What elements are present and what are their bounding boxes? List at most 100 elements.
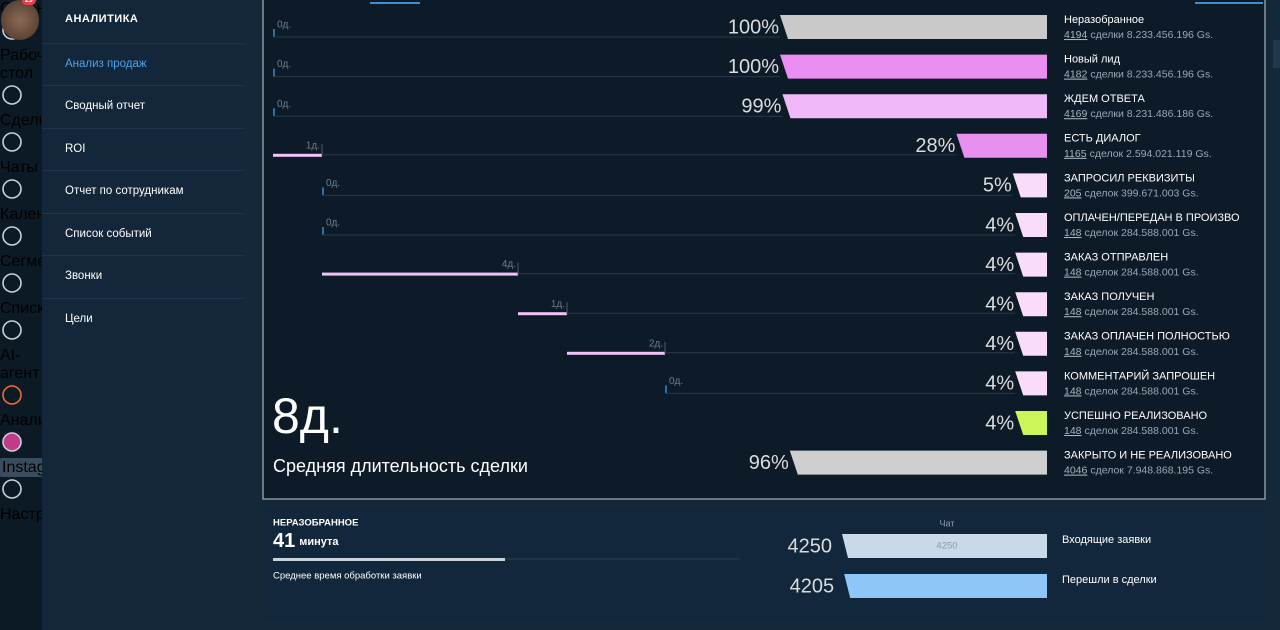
nav-label[interactable]: AI-агент xyxy=(0,347,40,382)
stage-count[interactable]: 4046 xyxy=(1064,464,1088,476)
menu-item[interactable]: Отчет по сотрудникам xyxy=(65,185,184,197)
stage-bar xyxy=(1015,292,1047,317)
stage-bar xyxy=(789,450,1047,475)
menu-item[interactable]: ROI xyxy=(65,143,86,155)
nav-icon-shape xyxy=(2,479,22,499)
stage-count[interactable]: 148 xyxy=(1064,425,1082,437)
nav-icon[interactable] xyxy=(0,318,24,342)
stage-count[interactable]: 148 xyxy=(1064,306,1082,318)
nav-icon[interactable] xyxy=(0,83,24,107)
stage-count[interactable]: 148 xyxy=(1064,385,1082,397)
nav-icon-shape xyxy=(2,179,22,199)
nav-item: Аналитика xyxy=(0,383,79,430)
stage-details: сделок 284.588.001 Gs. xyxy=(1085,346,1199,358)
stage-count[interactable]: 4194 xyxy=(1064,29,1088,41)
duration-label: 1д. xyxy=(306,140,320,151)
nav-icon[interactable] xyxy=(0,383,24,407)
intake-progress xyxy=(273,558,505,561)
stage-stats: 148 сделок 284.588.001 Gs. xyxy=(1064,266,1199,278)
stage-stats: 4182 сделки 8.233.456.196 Gs. xyxy=(1064,68,1213,80)
stage-details: сделок 7.948.868.195 Gs. xyxy=(1090,464,1213,476)
stage-count[interactable]: 148 xyxy=(1064,266,1082,278)
stage-name: ЖДЕМ ОТВЕТА xyxy=(1064,93,1145,105)
duration-label: 0д. xyxy=(669,376,683,387)
stage-stats: 148 сделок 284.588.001 Gs. xyxy=(1064,306,1199,318)
tab-indicator xyxy=(370,2,420,4)
average-duration: 8д. xyxy=(272,388,343,444)
stage-percent: 100% xyxy=(728,16,779,38)
nav-icon-shape xyxy=(2,132,22,152)
stage-bar xyxy=(1015,213,1047,237)
stage-bar xyxy=(782,94,1047,119)
stage-count[interactable]: 205 xyxy=(1064,187,1082,199)
stage-name: ЕСТЬ ДИАЛОГ xyxy=(1064,133,1141,145)
stage-percent: 99% xyxy=(741,95,781,117)
nav-icon[interactable] xyxy=(0,271,24,295)
intake-value: 4250 xyxy=(788,535,833,557)
duration-segment xyxy=(518,312,567,316)
stage-details: сделок 284.588.001 Gs. xyxy=(1085,306,1199,318)
nav-icon-shape xyxy=(2,432,22,452)
stage-name: КОММЕНТАРИЙ ЗАПРОШЕН xyxy=(1064,369,1215,382)
nav-icon-shape xyxy=(2,226,22,246)
menu-item[interactable]: Цели xyxy=(65,313,93,325)
nav-item: Календарь xyxy=(0,177,81,224)
nav-label[interactable]: Списки xyxy=(0,300,54,317)
stage-details: сделок 2.594.021.119 Gs. xyxy=(1090,148,1212,160)
nav-item: Настройки xyxy=(0,477,78,524)
nav-icon[interactable] xyxy=(0,430,24,454)
duration-label: 0д. xyxy=(277,59,291,70)
nav-label[interactable]: Сделки xyxy=(0,112,55,129)
intake-title: НЕРАЗОБРАННОЕ xyxy=(273,518,358,529)
stage-details: сделки 8.231.486.186 Gs. xyxy=(1090,108,1213,120)
channel-value: 4250 xyxy=(936,541,957,552)
stage-percent: 28% xyxy=(915,135,955,157)
nav-icon[interactable] xyxy=(0,177,24,201)
nav-icon[interactable] xyxy=(0,224,24,248)
average-caption: Средняя длительность сделки xyxy=(273,456,528,476)
stage-details: сделок 399.671.003 Gs. xyxy=(1085,187,1199,199)
avatar xyxy=(1,0,39,40)
stage-stats: 205 сделок 399.671.003 Gs. xyxy=(1064,187,1199,199)
stage-bar xyxy=(1015,411,1047,435)
stage-percent: 4% xyxy=(985,373,1014,395)
menu-item[interactable]: Звонки xyxy=(65,270,103,282)
nav-icon-shape xyxy=(2,273,22,293)
stage-bar xyxy=(1015,252,1047,277)
stage-count[interactable]: 1165 xyxy=(1064,148,1087,160)
stage-stats: 148 сделок 284.588.001 Gs. xyxy=(1064,346,1199,358)
stage-name: ЗАКАЗ ОТПРАВЛЕН xyxy=(1064,252,1168,264)
menu-item[interactable]: Список событий xyxy=(65,228,152,240)
sep xyxy=(42,255,243,256)
main-area: 0д. 100% Неразобранное 4194 сделки 8.233.456… xyxy=(243,0,1280,630)
nav-icon-shape xyxy=(2,85,22,105)
menu-item[interactable]: Сводный отчет xyxy=(65,100,146,112)
sep xyxy=(42,298,243,299)
stage-name: ЗАПРОСИЛ РЕКВИЗИТЫ xyxy=(1064,172,1195,184)
stage-percent: 100% xyxy=(728,56,779,78)
intake-time: 41 минута xyxy=(273,530,339,552)
nav-icon[interactable] xyxy=(0,477,24,501)
sep xyxy=(42,213,243,214)
intake-value: 4205 xyxy=(790,575,835,597)
duration-label: 2д. xyxy=(649,338,663,349)
menu-item[interactable]: Анализ продаж xyxy=(65,58,147,70)
stage-count[interactable]: 148 xyxy=(1064,227,1082,239)
stage-percent: 5% xyxy=(983,175,1012,197)
duration-label: 0д. xyxy=(277,20,291,31)
nav-icon[interactable] xyxy=(0,130,24,154)
duration-label: 4д. xyxy=(502,259,516,270)
stage-count[interactable]: 148 xyxy=(1064,346,1082,358)
stage-stats: 4194 сделки 8.233.456.196 Gs. xyxy=(1064,29,1213,41)
stage-count[interactable]: 4169 xyxy=(1064,108,1088,120)
intake-panel xyxy=(263,508,1265,620)
stage-name: Неразобранное xyxy=(1064,14,1144,26)
menu-title: АНАЛИТИКА xyxy=(65,13,139,25)
intake-label: Перешли в сделки xyxy=(1062,574,1157,586)
nav-label[interactable]: Чаты xyxy=(0,159,39,176)
nav-item: AI-агент xyxy=(0,318,42,383)
nav-item: Instagram xyxy=(0,430,76,477)
stage-count[interactable]: 4182 xyxy=(1064,68,1088,80)
stage-bar xyxy=(956,133,1047,158)
